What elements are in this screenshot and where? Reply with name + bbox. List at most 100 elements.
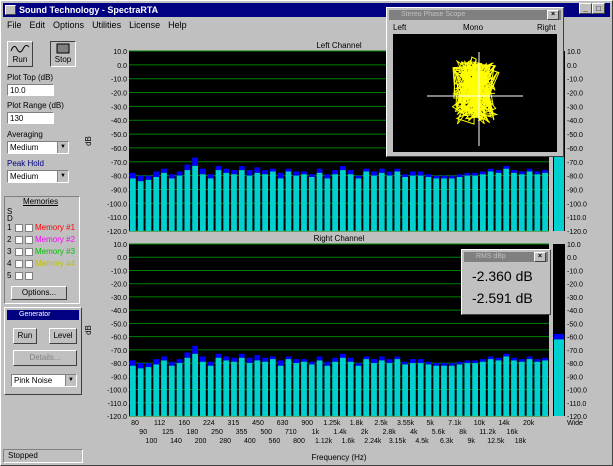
- peak-bar: [316, 168, 323, 173]
- menu-edit[interactable]: Edit: [29, 20, 46, 30]
- spectrum-bar: [347, 174, 354, 231]
- memory-show-checkbox[interactable]: [15, 223, 23, 232]
- y-tick-label: -80.0: [111, 361, 127, 368]
- memory-diff-checkbox[interactable]: [25, 271, 33, 280]
- x-tick-label: 1.4k: [333, 429, 347, 436]
- memory-show-checkbox[interactable]: [15, 235, 23, 244]
- memories-header-s: S: [7, 207, 13, 216]
- memory-diff-checkbox[interactable]: [25, 235, 33, 244]
- peak-bar: [176, 359, 183, 364]
- close-icon[interactable]: ×: [547, 10, 559, 20]
- phase-scope-window: Stereo Phase Scope × Left Mono Right: [386, 7, 564, 157]
- memory-show-checkbox[interactable]: [15, 259, 23, 268]
- peak-bar: [161, 356, 167, 361]
- spectrum-bar: [410, 175, 416, 231]
- rms-value-left: -2.360 dB: [472, 268, 533, 284]
- peak-bar: [207, 174, 214, 179]
- memory-row: 1 Memory #1: [7, 223, 75, 233]
- spectrum-bar: [231, 174, 237, 231]
- peak-bar: [410, 171, 416, 176]
- noise-type-select[interactable]: Pink Noise ▼: [11, 374, 77, 387]
- menu-utilities[interactable]: Utilities: [92, 20, 122, 30]
- peak-bar: [394, 356, 401, 360]
- peak-bar: [285, 356, 292, 360]
- peak-bar: [526, 356, 533, 360]
- level-tick-label: -90.0: [567, 187, 583, 194]
- x-tick-label: 450: [252, 420, 264, 427]
- memory-number: 1: [7, 223, 12, 233]
- close-icon[interactable]: ×: [534, 252, 546, 262]
- peak-bar: [394, 168, 401, 172]
- memory-label: Memory #1: [35, 223, 76, 232]
- level-tick-label: -80.0: [567, 361, 583, 368]
- peak-bar: [433, 363, 440, 366]
- x-tick-label: 6.3k: [440, 438, 454, 445]
- plot-top-input[interactable]: 10.0: [7, 84, 54, 96]
- memory-show-checkbox[interactable]: [15, 271, 23, 280]
- peak-bar: [215, 353, 222, 358]
- x-axis-label: Frequency (Hz): [311, 453, 366, 462]
- spectrum-bar: [308, 177, 315, 231]
- generator-title-bar[interactable]: Generator: [7, 310, 79, 320]
- generator-details-button[interactable]: Details...: [13, 350, 77, 366]
- spectrum-bar: [386, 363, 393, 416]
- memory-diff-checkbox[interactable]: [25, 259, 33, 268]
- maximize-button[interactable]: □: [592, 3, 605, 14]
- spectrum-bar: [168, 365, 175, 416]
- menu-options[interactable]: Options: [53, 20, 85, 30]
- peak-bar: [448, 363, 455, 366]
- memory-diff-checkbox[interactable]: [25, 247, 33, 256]
- x-tick-label: 140: [170, 438, 182, 445]
- spectrum-bar: [448, 365, 455, 416]
- run-button[interactable]: Run: [7, 41, 33, 67]
- spectrum-bar: [130, 178, 136, 231]
- app-icon[interactable]: [5, 5, 16, 15]
- minimize-button[interactable]: _: [579, 3, 592, 14]
- peak-bar: [542, 170, 548, 173]
- spectrum-bar: [433, 178, 440, 231]
- generator-level-button[interactable]: Level: [49, 328, 77, 344]
- memory-show-checkbox[interactable]: [15, 247, 23, 256]
- menu-help[interactable]: Help: [168, 20, 187, 30]
- peak-bar: [363, 356, 370, 360]
- generator-run-button[interactable]: Run: [13, 328, 37, 344]
- level-meter-bar: [554, 339, 564, 416]
- chevron-down-icon[interactable]: ▼: [65, 375, 76, 386]
- run-label: Run: [12, 55, 28, 64]
- spectrum-bar: [394, 171, 401, 231]
- peak-hold-select[interactable]: Medium ▼: [7, 170, 69, 183]
- level-tick-label: -10.0: [567, 77, 583, 84]
- level-tick-label: -110.0: [567, 401, 586, 408]
- peak-bar: [270, 356, 276, 360]
- chevron-down-icon[interactable]: ▼: [57, 142, 68, 153]
- stop-button[interactable]: Stop: [50, 41, 76, 67]
- spectrum-bar: [254, 172, 261, 231]
- phase-scope-title-bar[interactable]: Stereo Phase Scope: [389, 10, 561, 20]
- averaging-select[interactable]: Medium ▼: [7, 141, 69, 154]
- chevron-down-icon[interactable]: ▼: [57, 171, 68, 182]
- peak-bar: [145, 175, 152, 180]
- spectrum-bar: [207, 178, 214, 231]
- options-button[interactable]: Options...: [11, 286, 67, 300]
- x-tick-label: 2.5k: [374, 420, 388, 427]
- stop-label: Stop: [54, 55, 72, 64]
- spectrum-bar: [441, 178, 447, 231]
- memory-diff-checkbox[interactable]: [25, 223, 33, 232]
- peak-bar: [456, 361, 463, 365]
- y-tick-label: -110.0: [108, 401, 127, 408]
- y-tick-label: -40.0: [111, 118, 127, 125]
- x-tick-label: 710: [285, 429, 297, 436]
- peak-bar: [472, 360, 478, 364]
- spectrum-bar: [480, 174, 486, 231]
- peak-hold-label: Peak Hold: [7, 159, 44, 168]
- rms-window: RMS dBp × -2.360 dB -2.591 dB: [461, 249, 551, 315]
- menu-file[interactable]: File: [7, 20, 22, 30]
- plot-range-input[interactable]: 130: [7, 112, 54, 124]
- phase-scope-display: [393, 34, 557, 152]
- rms-title-bar[interactable]: RMS dBp: [464, 252, 548, 262]
- peak-bar: [464, 360, 471, 364]
- menu-license[interactable]: License: [129, 20, 161, 30]
- peak-bar: [277, 172, 284, 179]
- spectrum-bar: [425, 364, 432, 416]
